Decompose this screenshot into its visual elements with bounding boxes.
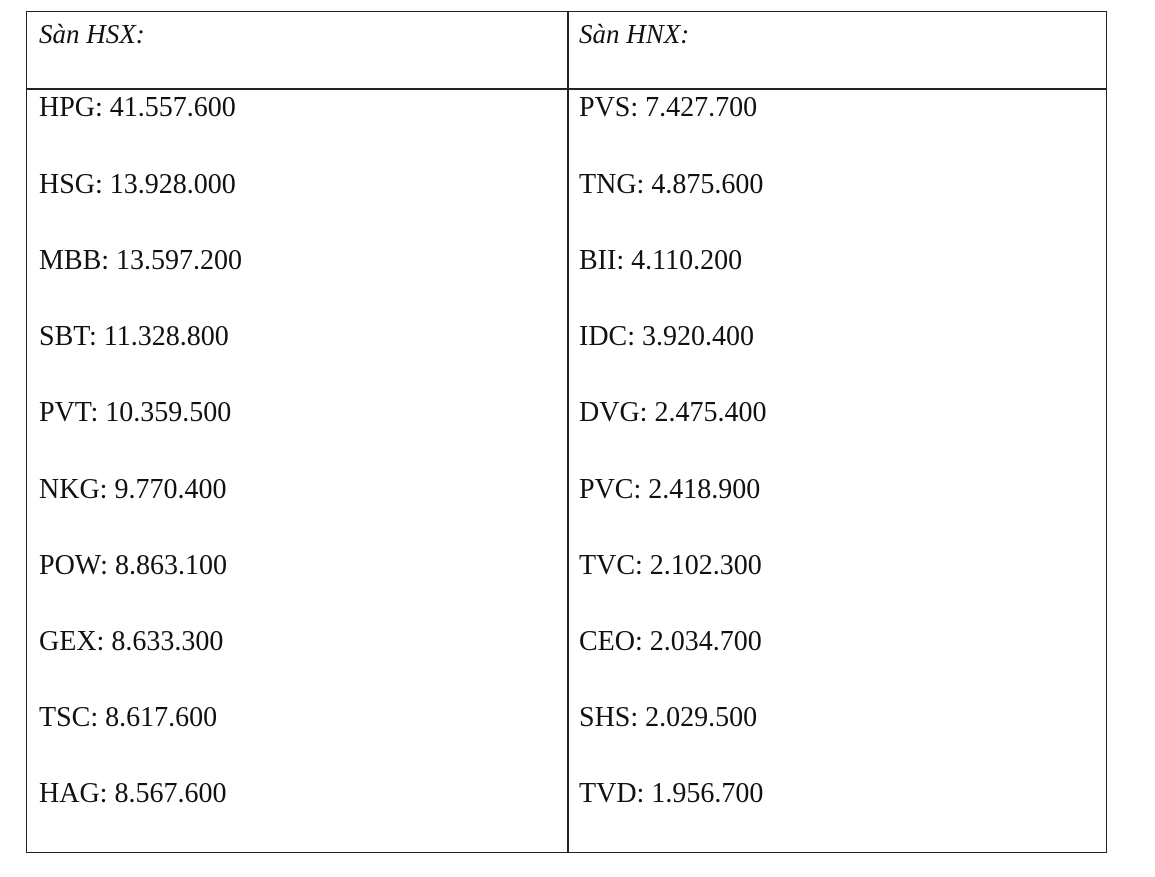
hsx-row: MBB: 13.597.200 [39,245,243,276]
hsx-row: TSC: 8.617.600 [39,702,218,733]
hnx-row: IDC: 3.920.400 [579,321,754,352]
hnx-row: SHS: 2.029.500 [579,702,758,733]
hnx-header: Sàn HNX: [579,19,690,49]
hsx-header: Sàn HSX: [39,19,145,49]
hsx-row: PVT: 10.359.500 [39,397,232,428]
hsx-row: POW: 8.863.100 [39,550,227,581]
hsx-row: SBT: 11.328.800 [39,321,229,352]
hsx-row: HPG: 41.557.600 [39,92,236,123]
hnx-row: PVS: 7.427.700 [579,92,758,123]
hsx-row: NKG: 9.770.400 [39,474,227,505]
hnx-row: CEO: 2.034.700 [579,626,762,657]
stock-volume-table: Sàn HSX: HPG: 41.557.600 HSG: 13.928.000… [26,11,1107,853]
header-divider [27,88,1106,90]
hsx-row: HAG: 8.567.600 [39,778,227,809]
hnx-row: TNG: 4.875.600 [579,169,764,200]
column-divider [567,12,569,852]
hnx-row: TVD: 1.956.700 [579,778,764,809]
hnx-row: BII: 4.110.200 [579,245,743,276]
hsx-row: GEX: 8.633.300 [39,626,224,657]
hnx-row: DVG: 2.475.400 [579,397,767,428]
hsx-row: HSG: 13.928.000 [39,169,236,200]
hnx-row: TVC: 2.102.300 [579,550,762,581]
hnx-row: PVC: 2.418.900 [579,474,761,505]
